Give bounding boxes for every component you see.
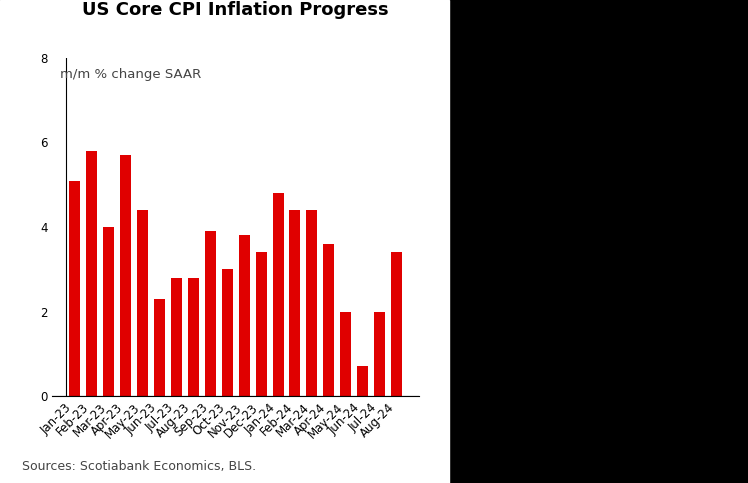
Bar xyxy=(221,270,233,396)
Bar xyxy=(358,367,368,396)
Bar xyxy=(171,278,182,396)
Bar xyxy=(154,299,165,396)
Bar xyxy=(323,244,334,396)
Bar xyxy=(307,210,317,396)
Bar xyxy=(340,312,352,396)
Bar xyxy=(391,252,402,396)
Bar xyxy=(272,193,283,396)
Bar xyxy=(188,278,199,396)
Bar xyxy=(256,252,266,396)
Bar xyxy=(239,236,250,396)
Bar xyxy=(120,155,131,396)
Bar xyxy=(103,227,114,396)
Bar xyxy=(289,210,301,396)
Bar xyxy=(86,151,97,396)
Bar xyxy=(374,312,385,396)
Text: m/m % change SAAR: m/m % change SAAR xyxy=(60,68,201,81)
Bar xyxy=(137,210,148,396)
Text: US Core CPI Inflation Progress: US Core CPI Inflation Progress xyxy=(82,1,389,19)
Text: Sources: Scotiabank Economics, BLS.: Sources: Scotiabank Economics, BLS. xyxy=(22,460,257,473)
Bar xyxy=(69,181,80,396)
Bar xyxy=(205,231,215,396)
